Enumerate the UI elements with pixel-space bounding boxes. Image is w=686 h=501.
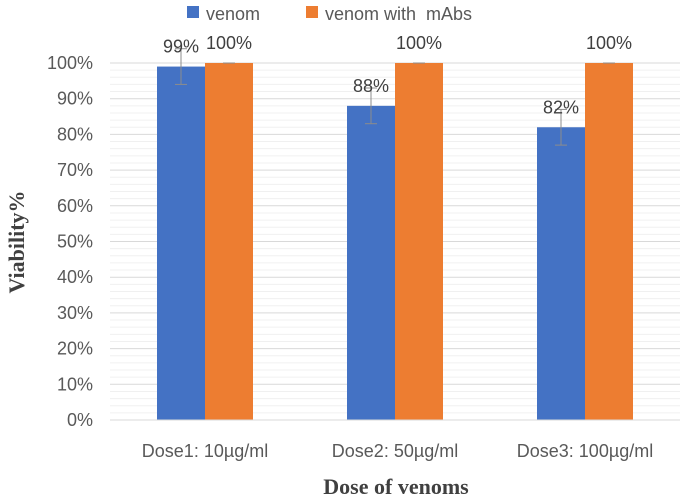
bars (157, 63, 633, 420)
x-axis-title: Dose of venoms (323, 474, 469, 499)
legend-label-venom-with-mabs: venom with mAbs (325, 4, 472, 24)
y-axis-ticks: 0% 10% 20% 30% 40% 50% 60% 70% 80% 90% 100% (47, 53, 93, 430)
y-tick-label: 40% (57, 267, 93, 287)
legend-swatch-venom (187, 6, 199, 18)
data-label: 99% (163, 37, 199, 57)
data-label: 100% (206, 33, 252, 53)
y-tick-label: 80% (57, 124, 93, 144)
x-tick-label: Dose1: 10µg/ml (142, 441, 268, 461)
bar-venom-mabs-2 (395, 63, 443, 420)
data-label: 100% (586, 33, 632, 53)
legend: venom venom with mAbs (187, 4, 472, 24)
x-axis-ticks: Dose1: 10µg/ml Dose2: 50µg/ml Dose3: 100µg… (142, 441, 653, 461)
y-tick-label: 50% (57, 232, 93, 252)
y-tick-label: 100% (47, 53, 93, 73)
bar-venom-mabs-3 (585, 63, 633, 420)
bar-venom-3 (537, 127, 585, 420)
legend-label-venom: venom (206, 4, 260, 24)
bar-venom-2 (347, 105, 395, 420)
legend-swatch-venom-with-mabs (306, 6, 318, 18)
y-axis-title: Viability% (4, 190, 29, 293)
bar-venom-mabs-1 (205, 63, 253, 420)
bar-venom-1 (157, 66, 205, 420)
y-tick-label: 60% (57, 196, 93, 216)
y-tick-label: 30% (57, 303, 93, 323)
y-tick-label: 20% (57, 339, 93, 359)
error-bars (175, 48, 615, 146)
data-labels: 99% 100% 88% 100% 82% 100% (163, 33, 632, 117)
data-label: 100% (396, 33, 442, 53)
y-tick-label: 0% (67, 410, 93, 430)
data-label: 82% (543, 97, 579, 117)
x-tick-label: Dose3: 100µg/ml (517, 441, 653, 461)
y-tick-label: 70% (57, 160, 93, 180)
x-tick-label: Dose2: 50µg/ml (332, 441, 458, 461)
data-label: 88% (353, 76, 389, 96)
y-tick-label: 90% (57, 89, 93, 109)
y-tick-label: 10% (57, 374, 93, 394)
